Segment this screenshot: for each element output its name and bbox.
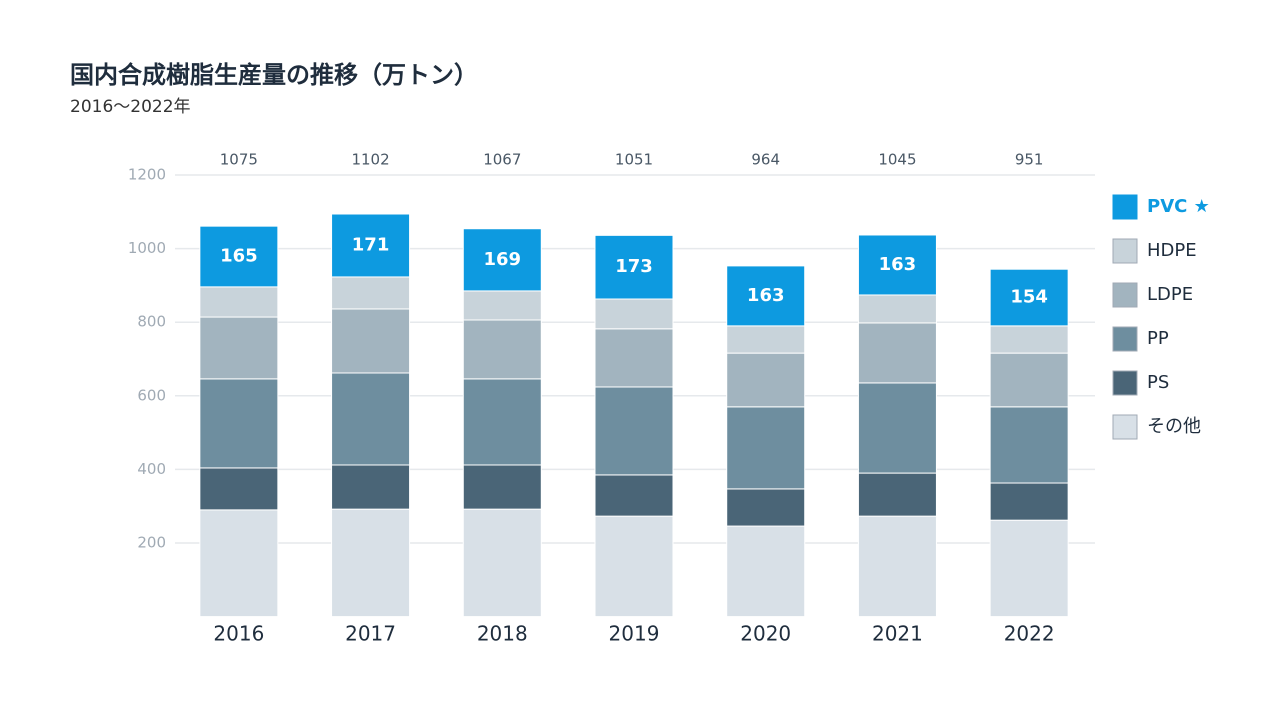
- legend-swatch: [1112, 238, 1138, 264]
- bar-segment: [462, 319, 542, 380]
- bar-segment: [726, 265, 806, 327]
- bar-segment: [989, 519, 1069, 618]
- data-label: 163: [747, 285, 785, 306]
- legend-swatch: [1112, 282, 1138, 308]
- y-tick-label: 400: [137, 460, 166, 478]
- data-label: 171: [352, 234, 390, 255]
- bar-segment: [199, 378, 279, 469]
- legend-swatch: [1112, 326, 1138, 352]
- bar-segment: [594, 474, 674, 517]
- bar-segment: [594, 234, 674, 300]
- bar-segment: [857, 294, 937, 324]
- x-tick-label: 2021: [872, 622, 923, 646]
- x-tick-label: 2017: [345, 622, 396, 646]
- bar-segment: [331, 508, 411, 618]
- data-label: 163: [879, 254, 917, 275]
- total-label: 964: [751, 151, 780, 169]
- x-tick-label: 2018: [477, 622, 528, 646]
- y-tick-label: 1200: [128, 166, 166, 184]
- bar-segment: [462, 378, 542, 466]
- bar-segment: [199, 286, 279, 318]
- legend-label: PVC ★: [1147, 196, 1210, 217]
- data-label: 165: [220, 246, 258, 267]
- chart-subtitle: 2016〜2022年: [70, 97, 191, 117]
- bar-segment: [199, 467, 279, 511]
- bar-segment: [594, 515, 674, 618]
- x-tick-label: 2016: [213, 622, 264, 646]
- bar-segment: [726, 352, 806, 408]
- bar-segment: [857, 382, 937, 474]
- x-tick-label: 2022: [1004, 622, 1055, 646]
- bar-segment: [331, 464, 411, 510]
- total-label: 1102: [351, 151, 389, 169]
- bar-segment: [726, 406, 806, 490]
- legend-swatch: [1112, 370, 1138, 396]
- y-tick-label: 800: [137, 313, 166, 331]
- y-tick-label: 1000: [128, 239, 166, 257]
- data-label: 154: [1010, 287, 1048, 308]
- bar-segment: [989, 268, 1069, 327]
- legend-swatch: [1112, 194, 1138, 220]
- bar-segment: [857, 515, 937, 618]
- bar-segment: [594, 298, 674, 330]
- total-label: 1045: [878, 151, 916, 169]
- legend-label: LDPE: [1147, 284, 1193, 305]
- bar-segment: [594, 328, 674, 388]
- bar-segment: [199, 316, 279, 380]
- bar-segment: [726, 325, 806, 354]
- bar-segment: [462, 464, 542, 510]
- bar-segment: [199, 225, 279, 288]
- bar-segment: [726, 525, 806, 618]
- bar-segment: [331, 276, 411, 310]
- bar-segment: [462, 290, 542, 321]
- bar-segment: [331, 308, 411, 374]
- bar-segment: [331, 372, 411, 466]
- legend-label: PS: [1147, 372, 1169, 393]
- total-label: 1075: [220, 151, 258, 169]
- bar-segment: [989, 406, 1069, 484]
- y-tick-label: 200: [137, 534, 166, 552]
- x-tick-label: 2019: [609, 622, 660, 646]
- legend-label: その他: [1147, 416, 1201, 437]
- bar-segment: [331, 213, 411, 278]
- x-tick-label: 2020: [740, 622, 791, 646]
- chart-title: 国内合成樹脂生産量の推移（万トン）: [70, 61, 478, 89]
- total-label: 951: [1015, 151, 1044, 169]
- bar-segment: [857, 472, 937, 517]
- bar-segment: [462, 228, 542, 292]
- total-label: 1067: [483, 151, 521, 169]
- bar-segment: [857, 322, 937, 384]
- bar-segment: [989, 352, 1069, 408]
- bar-segment: [857, 234, 937, 296]
- legend-swatch: [1112, 414, 1138, 440]
- bar-segment: [989, 482, 1069, 521]
- data-label: 173: [615, 256, 653, 277]
- legend-label: PP: [1147, 328, 1169, 349]
- bar-segment: [462, 508, 542, 618]
- bar-segment: [989, 325, 1069, 354]
- y-tick-label: 600: [137, 386, 166, 404]
- total-label: 1051: [615, 151, 653, 169]
- legend-label: HDPE: [1147, 240, 1197, 261]
- bar-segment: [726, 488, 806, 527]
- bar-segment: [199, 509, 279, 618]
- bar-segment: [594, 386, 674, 476]
- data-label: 169: [483, 249, 521, 270]
